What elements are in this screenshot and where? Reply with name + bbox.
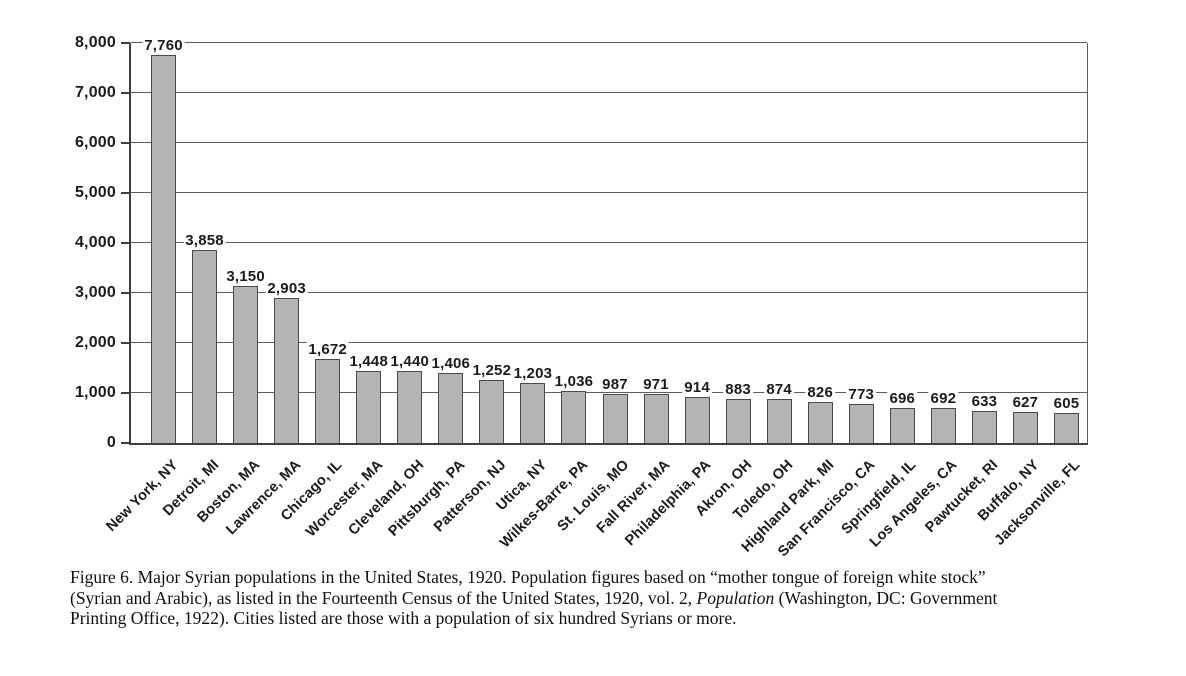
bar bbox=[192, 250, 218, 443]
y-axis-tick-label: 1,000 bbox=[74, 384, 116, 401]
bar bbox=[930, 408, 956, 443]
y-axis-tick bbox=[121, 92, 130, 94]
y-axis-tick-label: 3,000 bbox=[74, 284, 116, 301]
bar-value-label: 874 bbox=[764, 381, 794, 399]
figure-caption: Figure 6. Major Syrian populations in th… bbox=[70, 567, 1110, 629]
bar-value-label: 987 bbox=[600, 375, 630, 393]
bar-value-label: 1,036 bbox=[552, 373, 596, 391]
bar bbox=[1053, 412, 1079, 443]
bar bbox=[397, 371, 423, 443]
bar-value-label: 1,672 bbox=[306, 341, 349, 359]
chart-plot-area: 0 1,000 2,000 3,000 4,000 5,000 6,000 7,000 8,00… bbox=[75, 34, 1088, 560]
bar-value-label: 627 bbox=[1010, 393, 1041, 411]
bar bbox=[848, 404, 874, 443]
bar-value-label: 696 bbox=[887, 390, 918, 408]
gridline bbox=[131, 342, 1087, 343]
caption-text: (Washington, DC: Government bbox=[774, 587, 998, 608]
bar bbox=[520, 382, 546, 443]
bar bbox=[356, 370, 382, 443]
y-axis-tick-label: 0 bbox=[106, 434, 116, 451]
bar bbox=[684, 397, 710, 443]
caption-line: (Syrian and Arabic), as listed in the Fo… bbox=[70, 588, 1110, 609]
bar-value-label: 3,858 bbox=[183, 232, 226, 250]
y-axis-tick bbox=[121, 142, 130, 144]
bar-value-label: 914 bbox=[682, 379, 712, 397]
bar-value-label: 1,252 bbox=[470, 362, 514, 380]
y-axis-tick-label: 5,000 bbox=[74, 184, 116, 201]
bar-value-label: 1,440 bbox=[388, 353, 432, 370]
bar-value-label: 773 bbox=[846, 386, 877, 404]
gridline bbox=[131, 242, 1087, 243]
bar bbox=[315, 359, 341, 443]
y-axis-tick bbox=[121, 242, 130, 244]
bar bbox=[274, 297, 300, 443]
y-axis-tick-label: 7,000 bbox=[74, 84, 116, 101]
bar bbox=[1012, 411, 1038, 443]
bar-value-label: 633 bbox=[969, 393, 1000, 411]
gridline bbox=[131, 92, 1087, 93]
y-axis-tick-label: 2,000 bbox=[74, 334, 116, 351]
bar-value-label: 883 bbox=[723, 380, 753, 398]
y-axis-tick bbox=[121, 442, 130, 444]
gridline bbox=[131, 42, 1087, 43]
bar-value-label: 7,760 bbox=[142, 37, 185, 54]
caption-text: (Syrian and Arabic), as listed in the Fo… bbox=[70, 587, 697, 608]
gridline bbox=[131, 392, 1087, 393]
gridline bbox=[131, 192, 1087, 193]
bar bbox=[889, 408, 915, 443]
bar-value-label: 692 bbox=[928, 390, 959, 408]
gridline bbox=[131, 292, 1087, 293]
y-axis-tick bbox=[121, 342, 130, 344]
bar bbox=[725, 398, 751, 443]
bar-value-label: 1,203 bbox=[511, 364, 555, 382]
bar-value-label: 1,448 bbox=[347, 352, 391, 370]
bar bbox=[438, 372, 464, 443]
bar bbox=[602, 393, 628, 443]
bar bbox=[643, 394, 669, 443]
bar-value-label: 3,150 bbox=[224, 267, 267, 285]
caption-line: Printing Office, 1922). Cities listed ar… bbox=[70, 608, 1110, 629]
y-axis-tick-label: 8,000 bbox=[74, 34, 116, 51]
bar-value-label: 605 bbox=[1051, 394, 1082, 412]
bar bbox=[766, 399, 792, 443]
caption-line: Figure 6. Major Syrian populations in th… bbox=[70, 567, 1110, 588]
bar bbox=[151, 55, 177, 443]
bar bbox=[807, 401, 833, 443]
y-axis-tick bbox=[121, 42, 130, 44]
caption-text: Figure 6. Major Syrian populations in th… bbox=[70, 567, 986, 587]
bar bbox=[971, 411, 997, 443]
gridline bbox=[131, 142, 1087, 143]
bar-value-label: 2,903 bbox=[265, 279, 308, 297]
caption-italic-text: Population bbox=[696, 587, 775, 608]
y-axis-tick-label: 6,000 bbox=[74, 134, 116, 151]
y-axis-tick bbox=[121, 392, 130, 394]
bar-value-label: 971 bbox=[641, 376, 671, 394]
bar-value-label: 826 bbox=[805, 383, 836, 401]
bar-value-label: 1,406 bbox=[429, 354, 473, 372]
caption-text: Printing Office, 1922). Cities listed ar… bbox=[70, 608, 737, 628]
y-axis-tick bbox=[121, 192, 130, 194]
y-axis-tick-label: 4,000 bbox=[74, 234, 116, 251]
bar bbox=[479, 380, 505, 443]
bar bbox=[561, 391, 587, 443]
bar bbox=[233, 285, 259, 443]
y-axis-tick bbox=[121, 292, 130, 294]
